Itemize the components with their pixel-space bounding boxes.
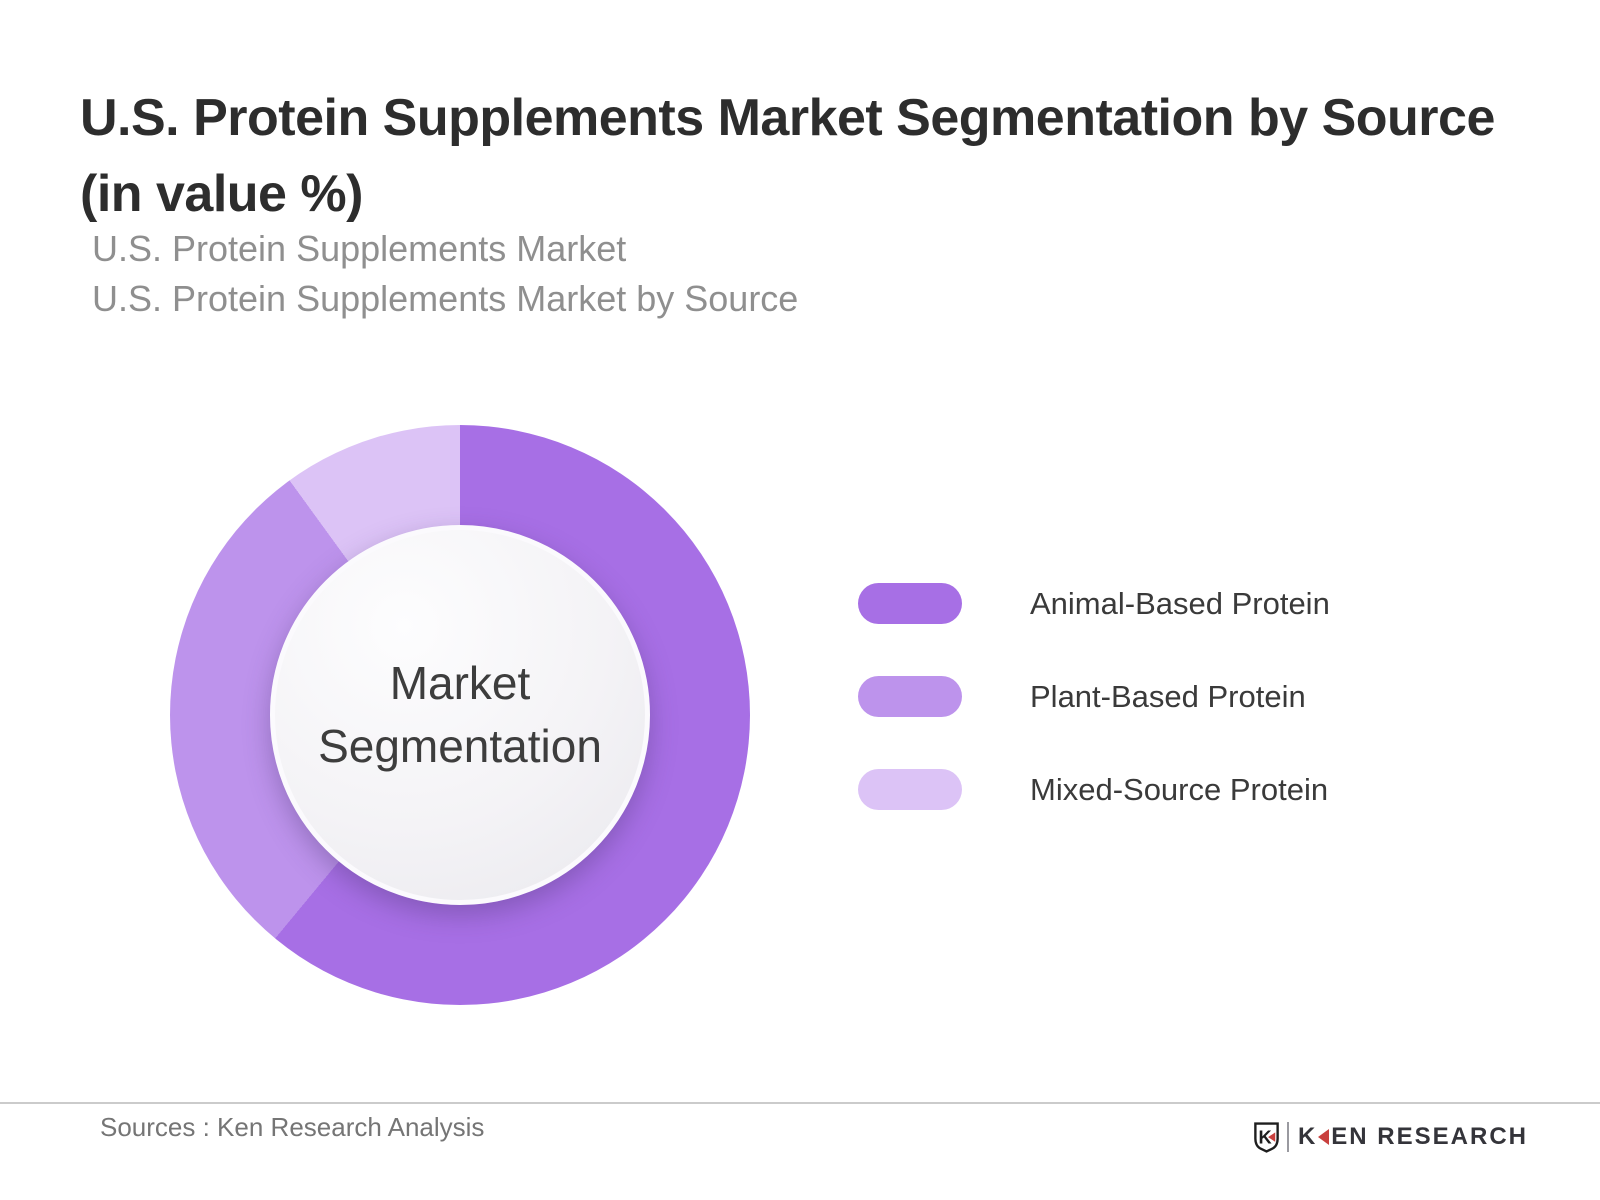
subtitle-block: U.S. Protein Supplements Market U.S. Pro… [92,224,798,324]
subtitle-line1: U.S. Protein Supplements Market [92,228,627,269]
logo-wordmark: K EN RESEARCH [1298,1123,1528,1151]
donut-center-circle: Market Segmentation [270,525,650,905]
legend-swatch [858,676,962,717]
legend-swatch [858,583,962,624]
logo-word-rest: EN RESEARCH [1331,1123,1528,1150]
chart-legend: Animal-Based Protein Plant-Based Protein… [858,583,1330,862]
svg-text:K: K [1259,1126,1273,1147]
footer-divider [0,1102,1600,1104]
legend-item-animal-based: Animal-Based Protein [858,583,1330,624]
logo-word-first: K [1297,1123,1318,1150]
shield-k-icon: K [1254,1121,1279,1153]
donut-center-label-line1: Market [389,657,531,709]
donut-chart: Market Segmentation [170,425,750,1005]
legend-item-mixed-source: Mixed-Source Protein [858,769,1330,810]
legend-swatch [858,769,962,810]
legend-label: Animal-Based Protein [1030,585,1330,621]
page-title-line1: U.S. Protein Supplements Market Segmenta… [80,89,1495,147]
legend-label: Mixed-Source Protein [1030,771,1329,807]
red-triangle-icon [1318,1129,1330,1145]
legend-label: Plant-Based Protein [1030,678,1306,714]
subtitle-line2: U.S. Protein Supplements Market by Sourc… [92,278,799,319]
ken-research-logo: K K EN RESEARCH [1253,1117,1528,1157]
donut-center-label-line2: Segmentation [318,720,602,772]
page-title-line2: (in value %) [80,165,363,223]
logo-divider [1286,1122,1289,1152]
footer-sources-text: Sources : Ken Research Analysis [100,1112,485,1142]
page-title: U.S. Protein Supplements Market Segmenta… [80,80,1495,232]
legend-item-plant-based: Plant-Based Protein [858,676,1330,717]
